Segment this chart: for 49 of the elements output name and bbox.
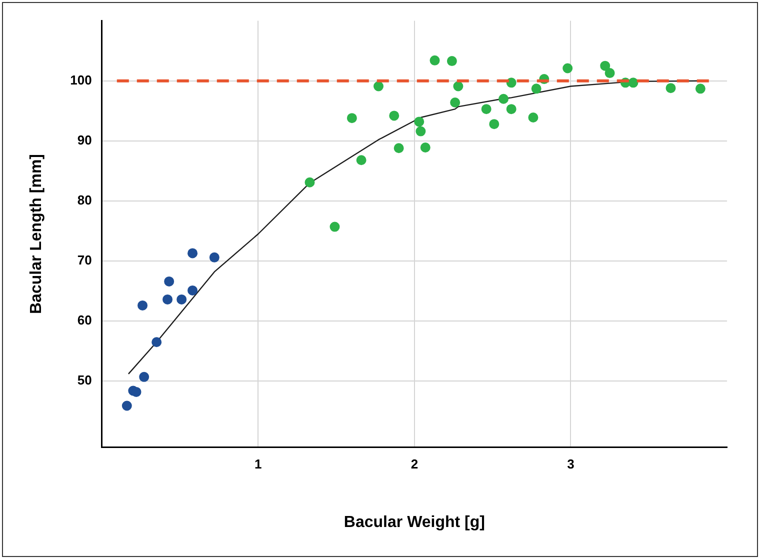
point [695, 84, 706, 94]
point [356, 155, 366, 166]
point [389, 110, 400, 121]
y-tick-label: 50 [77, 372, 92, 388]
point [562, 63, 573, 74]
y-tick-label: 80 [77, 192, 92, 208]
point [188, 248, 198, 258]
y-axis-title: Bacular Length [mm] [28, 154, 46, 314]
point [139, 372, 150, 382]
x-tick-label: 3 [567, 456, 574, 472]
point [416, 126, 426, 136]
point [164, 276, 174, 286]
point [481, 104, 492, 114]
point [528, 112, 538, 122]
point [374, 81, 384, 92]
point [176, 294, 187, 304]
point [330, 222, 340, 232]
point [152, 337, 162, 348]
point [304, 177, 315, 188]
point [346, 113, 357, 124]
point [188, 285, 198, 296]
x-tick-label: 1 [254, 456, 262, 472]
y-tick-label: 60 [77, 312, 92, 328]
point [209, 252, 220, 262]
point [394, 143, 404, 154]
point [506, 104, 516, 114]
point [162, 294, 173, 304]
point [122, 400, 132, 411]
point [420, 142, 430, 153]
point [506, 78, 516, 88]
point [604, 68, 615, 78]
point [446, 56, 457, 66]
point [414, 116, 424, 127]
point [489, 119, 500, 130]
point [666, 83, 676, 94]
point [600, 60, 610, 71]
y-tick-label: 90 [77, 132, 92, 148]
point [430, 55, 440, 66]
point [131, 386, 142, 397]
point [628, 78, 638, 88]
x-tick-label: 2 [410, 456, 418, 472]
point [531, 84, 542, 94]
point [450, 97, 460, 108]
point [498, 94, 509, 104]
point [138, 300, 148, 310]
y-tick-label: 100 [70, 72, 92, 88]
point [453, 81, 464, 92]
x-axis-title: Bacular Weight [g] [344, 514, 485, 531]
y-tick-label: 70 [77, 252, 92, 268]
